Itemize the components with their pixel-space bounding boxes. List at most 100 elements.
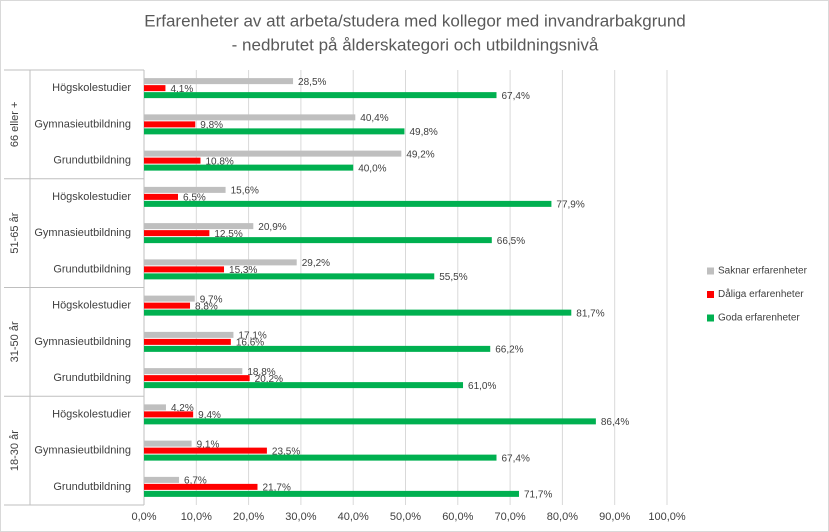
bar bbox=[144, 338, 231, 345]
data-label: 49,8% bbox=[409, 127, 437, 138]
data-label: 9,4% bbox=[198, 410, 221, 421]
bar bbox=[144, 309, 572, 316]
data-label: 18,8% bbox=[247, 367, 275, 378]
y-tick-label: Gymnasieutbildning bbox=[34, 336, 131, 348]
bar bbox=[144, 345, 491, 352]
data-label: 9,7% bbox=[200, 294, 223, 305]
x-tick-label: 50,0% bbox=[390, 511, 421, 523]
bar bbox=[144, 273, 435, 280]
bar bbox=[144, 404, 166, 411]
data-label: 15,3% bbox=[229, 265, 257, 276]
data-label: 20,9% bbox=[258, 222, 286, 233]
data-label: 20,2% bbox=[255, 374, 283, 385]
data-label: 15,6% bbox=[231, 186, 259, 197]
bar bbox=[144, 200, 552, 207]
y-tick-label: Högskolestudier bbox=[52, 82, 131, 94]
y-tick-label: Grundutbildning bbox=[53, 263, 131, 275]
bar bbox=[144, 164, 354, 171]
data-label: 9,1% bbox=[197, 439, 220, 450]
bar bbox=[144, 92, 497, 99]
bar bbox=[144, 382, 464, 389]
legend-swatch bbox=[707, 267, 714, 275]
group-label: 18-30 år bbox=[9, 430, 21, 471]
data-label: 28,5% bbox=[298, 77, 326, 88]
data-label: 4,1% bbox=[170, 84, 193, 95]
data-label: 17,1% bbox=[238, 331, 266, 342]
data-label: 77,9% bbox=[556, 200, 584, 211]
bar bbox=[144, 128, 405, 135]
data-label: 86,4% bbox=[601, 417, 629, 428]
bar bbox=[144, 78, 294, 85]
data-label: 9,8% bbox=[200, 120, 223, 131]
bar bbox=[144, 237, 492, 244]
y-tick-label: Högskolestudier bbox=[52, 300, 131, 312]
legend-swatch bbox=[707, 314, 714, 322]
y-tick-label: Grundutbildning bbox=[53, 481, 131, 493]
chart-subtitle: - nedbrutet på ålderskategori och utbild… bbox=[232, 35, 599, 54]
data-label: 6,5% bbox=[183, 193, 206, 204]
y-tick-label: Grundutbildning bbox=[53, 372, 131, 384]
x-tick-label: 60,0% bbox=[442, 511, 473, 523]
bar bbox=[144, 490, 519, 497]
data-label: 40,0% bbox=[358, 163, 386, 174]
bar bbox=[144, 447, 267, 454]
data-label: 61,0% bbox=[468, 381, 496, 392]
bar bbox=[144, 114, 356, 121]
bar bbox=[144, 418, 596, 425]
y-tick-label: Högskolestudier bbox=[52, 408, 131, 420]
legend-label: Saknar erfarenheter bbox=[718, 266, 808, 277]
chart-title: Erfarenheter av att arbeta/studera med k… bbox=[144, 11, 685, 30]
x-tick-label: 100,0% bbox=[648, 511, 686, 523]
group-label: 31-50 år bbox=[9, 321, 21, 362]
y-tick-label: Gymnasieutbildning bbox=[34, 445, 131, 457]
data-label: 71,7% bbox=[524, 490, 552, 501]
data-label: 55,5% bbox=[439, 272, 467, 283]
bar bbox=[144, 476, 180, 483]
legend-label: Goda erfarenheter bbox=[718, 313, 800, 324]
group-label: 66 eller + bbox=[9, 102, 21, 148]
legend-label: Dåliga erfarenheter bbox=[718, 288, 804, 300]
data-label: 16,6% bbox=[236, 338, 264, 349]
y-tick-label: Grundutbildning bbox=[53, 155, 131, 167]
x-tick-label: 20,0% bbox=[233, 511, 264, 523]
bar bbox=[144, 483, 258, 490]
data-label: 12,5% bbox=[214, 229, 242, 240]
y-tick-label: Högskolestudier bbox=[52, 191, 131, 203]
x-tick-label: 0,0% bbox=[131, 511, 156, 523]
data-label: 67,4% bbox=[502, 91, 530, 102]
data-label: 67,4% bbox=[502, 453, 530, 464]
bar bbox=[144, 302, 191, 309]
x-tick-label: 70,0% bbox=[494, 511, 525, 523]
bar bbox=[144, 331, 234, 338]
x-tick-label: 30,0% bbox=[285, 511, 316, 523]
y-tick-label: Gymnasieutbildning bbox=[34, 118, 131, 130]
group-label: 51-65 år bbox=[9, 212, 21, 253]
bar bbox=[144, 266, 225, 273]
x-tick-label: 10,0% bbox=[181, 511, 212, 523]
bar bbox=[144, 193, 178, 200]
bar bbox=[144, 186, 226, 193]
y-tick-label: Gymnasieutbildning bbox=[34, 227, 131, 239]
bar bbox=[144, 121, 196, 128]
bar bbox=[144, 375, 250, 382]
x-tick-label: 80,0% bbox=[547, 511, 578, 523]
bar bbox=[144, 230, 210, 237]
bar bbox=[144, 85, 166, 92]
data-label: 6,7% bbox=[184, 476, 207, 487]
bar bbox=[144, 223, 254, 230]
data-label: 8,8% bbox=[195, 301, 218, 312]
bar bbox=[144, 454, 497, 461]
bar bbox=[144, 295, 195, 302]
data-label: 21,7% bbox=[262, 483, 290, 494]
data-label: 40,4% bbox=[360, 113, 388, 124]
data-label: 66,2% bbox=[495, 345, 523, 356]
bar bbox=[144, 368, 243, 375]
bar bbox=[144, 411, 194, 418]
legend-swatch bbox=[707, 291, 714, 298]
data-label: 10,8% bbox=[205, 156, 233, 167]
data-label: 4,2% bbox=[171, 403, 194, 414]
data-label: 81,7% bbox=[576, 308, 604, 319]
bar bbox=[144, 157, 201, 164]
data-label: 29,2% bbox=[302, 258, 330, 269]
